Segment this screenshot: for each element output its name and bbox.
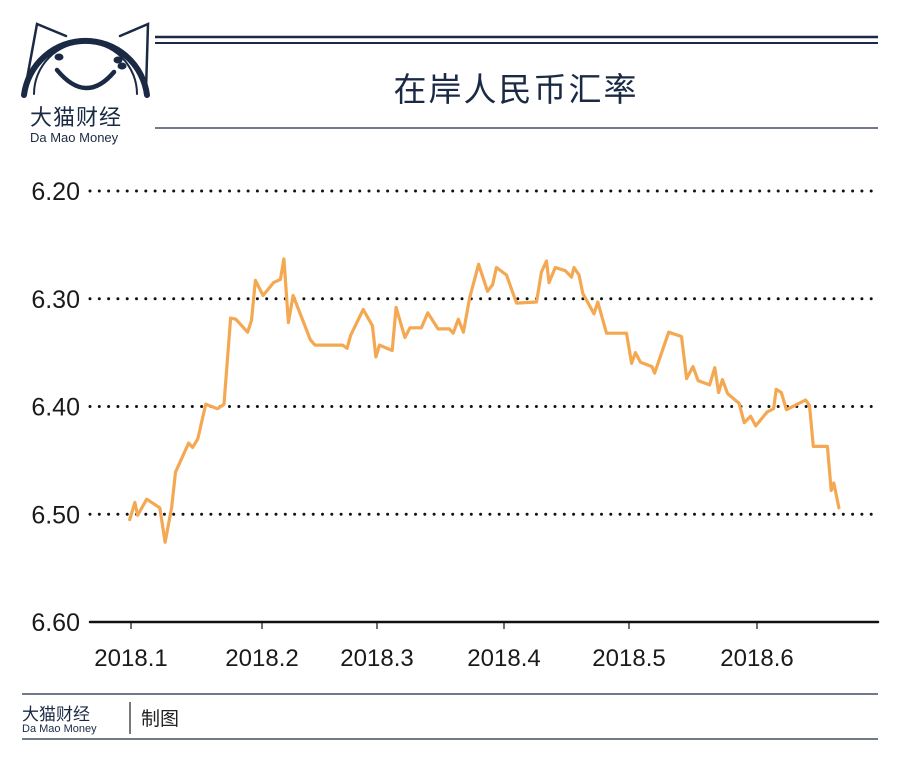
y-tick-label: 6.20 [31,178,80,206]
x-tick-label: 2018.1 [94,645,167,672]
smile-icon [54,67,117,91]
y-tick-label: 6.40 [31,394,80,422]
series-line [128,257,841,544]
footer-brand-en: Da Mao Money [22,723,97,735]
x-tick-label: 2018.6 [720,645,793,672]
cat-ears-icon [22,22,150,97]
x-tick-label: 2018.2 [225,645,298,672]
footer-brand-cn: 大猫财经 [22,705,90,724]
x-tick-label: 2018.3 [340,645,413,672]
logo-name-en: Da Mao Money [30,130,119,145]
logo-name-cn: 大猫财经 [30,105,122,130]
brand-logo [21,22,150,98]
x-tick-label: 2018.4 [467,645,540,672]
cat-head-icon [21,37,150,98]
y-tick-label: 6.30 [31,286,80,314]
chart-title: 在岸人民币汇率 [394,70,639,109]
footer-note: 制图 [141,708,179,730]
x-tick-label: 2018.5 [592,645,665,672]
y-tick-label: 6.60 [31,609,80,637]
y-tick-label: 6.50 [31,501,80,529]
